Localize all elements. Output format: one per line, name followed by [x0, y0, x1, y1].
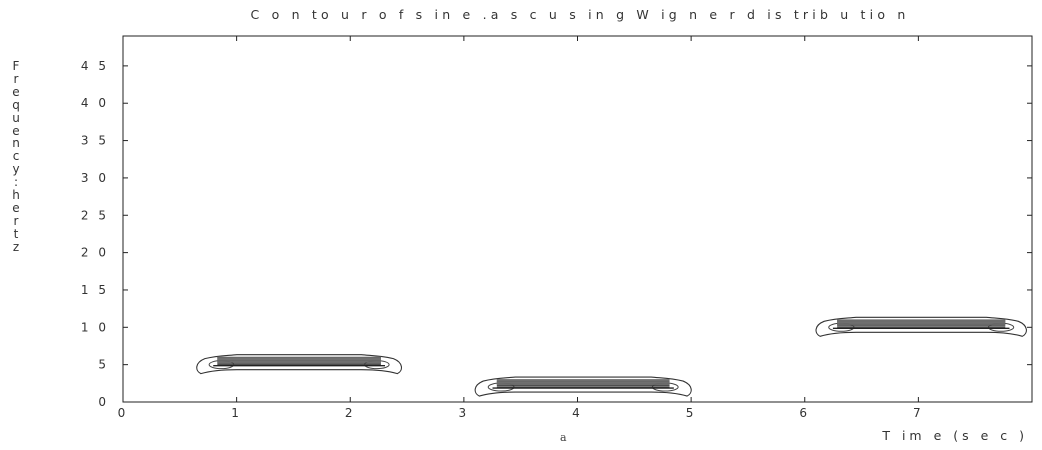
y-axis-label-char: y: [12, 162, 20, 177]
y-axis-label-char: z: [12, 239, 20, 254]
y-tick-label: 4 5: [81, 59, 109, 73]
y-tick-label: 3 5: [81, 134, 109, 148]
x-tick-label: 1: [231, 406, 242, 420]
contour-core-band: [496, 379, 670, 386]
y-axis-label-char: e: [12, 123, 20, 138]
y-axis-label-char: F: [12, 59, 20, 73]
contour-layer: [196, 316, 1027, 397]
y-tick-label: 1 5: [81, 283, 109, 297]
contour-line-outer: [815, 316, 1027, 337]
y-tick-label: 1 0: [81, 320, 109, 334]
y-axis-label-char: e: [12, 84, 20, 99]
y-axis-label-char: h: [12, 188, 20, 203]
contour-line-outer: [474, 376, 692, 397]
y-axis-label-char: r: [13, 213, 19, 228]
x-tick-label: 0: [118, 406, 129, 420]
y-axis-label-char: :: [13, 175, 19, 190]
x-tick-label: 6: [799, 406, 810, 420]
contour-core-band: [837, 319, 1006, 326]
y-axis-label-char: u: [12, 110, 20, 125]
contour-component: [474, 376, 692, 397]
contour-component: [815, 316, 1027, 337]
x-axis-label: T im e (s e c ): [882, 428, 1028, 443]
y-axis-label-char: r: [13, 71, 19, 86]
contour-core-band: [217, 356, 381, 363]
contour-line-outer: [196, 354, 402, 375]
x-tick-label: 4: [572, 406, 583, 420]
y-tick-label: 4 0: [81, 96, 109, 110]
y-axis-label-char: t: [13, 226, 19, 241]
chart-title: C o n to u r o f s in e .a s c u s in g …: [250, 7, 910, 22]
plot-frame: [122, 35, 1033, 403]
y-tick-label: 2 5: [81, 208, 109, 222]
panel-label: a: [560, 431, 567, 444]
contour-component: [196, 354, 402, 375]
x-tick-label: 5: [686, 406, 697, 420]
y-tick-label: 5: [98, 358, 109, 372]
x-tick-label: 7: [913, 406, 924, 420]
x-tick-label: 2: [345, 406, 356, 420]
y-tick-label: 2 0: [81, 246, 109, 260]
y-tick-label: 3 0: [81, 171, 109, 185]
axis-ticks: 0 1 2 3 4 5 6 7 0 5 1 0 1 5 2 0 2 5 3 0 3 5 4 0 4 5: [81, 36, 1032, 420]
y-axis-label-char: c: [12, 149, 20, 164]
y-axis-label-char: q: [12, 97, 20, 112]
x-tick-label: 3: [459, 406, 470, 420]
y-axis-label-char: e: [12, 200, 20, 215]
y-tick-label: 0: [98, 395, 109, 409]
y-axis-label-char: n: [12, 136, 20, 151]
